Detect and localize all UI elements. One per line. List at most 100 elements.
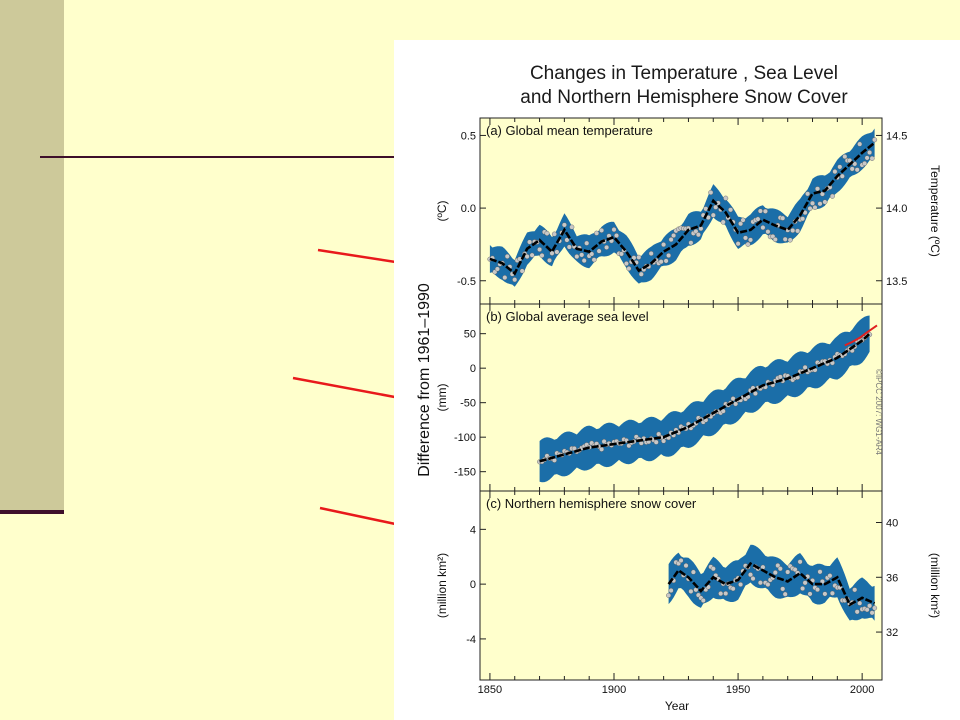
data-point (857, 600, 863, 606)
data-point (703, 206, 709, 212)
y-tick-label: -100 (454, 432, 476, 444)
right-y-tick-label: 36 (886, 572, 898, 584)
data-point (864, 607, 870, 613)
shared-y-axis-label: Difference from 1961–1990 (416, 283, 433, 477)
data-point (591, 257, 597, 263)
y-tick-label: 50 (464, 329, 476, 341)
observation-points (666, 558, 878, 616)
satellite-series-line (844, 324, 878, 347)
data-point (537, 246, 543, 252)
x-tick-label: 1850 (478, 684, 502, 696)
ipcc-figure: Changes in Temperature , Sea Level and N… (394, 40, 960, 720)
data-point (822, 199, 828, 205)
data-point (730, 586, 736, 592)
data-point (800, 586, 806, 592)
data-point (529, 252, 535, 258)
data-point (569, 224, 575, 230)
panel-y-label-left: (mm) (435, 384, 449, 412)
data-point (718, 591, 724, 597)
data-point (661, 438, 667, 444)
data-point (544, 230, 550, 236)
y-tick-label: -50 (460, 398, 476, 410)
data-point (693, 228, 699, 234)
data-point (849, 166, 855, 172)
data-point (745, 241, 751, 247)
data-point (613, 233, 619, 239)
data-point (596, 248, 602, 254)
data-point (623, 261, 629, 267)
data-point (743, 235, 749, 241)
data-point (757, 208, 763, 214)
data-point (785, 569, 791, 575)
data-point (797, 559, 803, 565)
panel-y-label-right: (million km²) (928, 553, 942, 618)
panel-frame (479, 117, 883, 305)
data-point (720, 219, 726, 225)
uncertainty-band (668, 544, 875, 621)
data-point (854, 167, 860, 173)
data-point (512, 277, 518, 283)
data-point (599, 446, 605, 452)
data-point (842, 154, 848, 160)
data-point (827, 573, 833, 579)
sidebar-bottom-line (0, 510, 64, 514)
smoothed-series-line (539, 332, 871, 463)
data-point (752, 391, 758, 397)
data-point (802, 580, 808, 586)
data-point (790, 227, 796, 233)
data-point (819, 579, 825, 585)
data-point (852, 587, 858, 593)
y-tick-label: 0 (470, 579, 476, 591)
data-point (546, 257, 552, 263)
data-point (872, 137, 878, 143)
data-point (671, 232, 677, 238)
data-point (802, 364, 808, 370)
right-y-tick-label: 14.5 (886, 130, 907, 142)
data-point (795, 228, 801, 234)
data-point (581, 258, 587, 264)
data-point (594, 230, 600, 236)
data-point (748, 572, 754, 578)
uncertainty-band (489, 128, 875, 287)
data-point (757, 580, 763, 586)
data-point (817, 569, 823, 575)
data-point (554, 249, 560, 255)
data-point (693, 587, 699, 593)
data-point (524, 253, 530, 259)
right-y-tick-label: 14.0 (886, 203, 907, 215)
y-tick-label: 4 (470, 524, 476, 536)
data-point (812, 204, 818, 210)
data-point (723, 591, 729, 597)
data-point (589, 251, 595, 257)
data-point (723, 195, 729, 201)
data-point (780, 586, 786, 592)
data-point (857, 141, 863, 147)
data-point (668, 237, 674, 243)
panel-y-label-left: (million km²) (435, 553, 449, 618)
data-point (762, 208, 768, 214)
data-point (872, 605, 878, 611)
data-point (638, 271, 644, 277)
data-point (653, 439, 659, 445)
y-tick-label: 0 (470, 363, 476, 375)
data-point (564, 237, 570, 243)
copyright-note: ©IPCC 2007: WG1-AR4 (874, 369, 883, 455)
data-point (867, 603, 873, 609)
data-point (666, 592, 672, 598)
data-point (864, 155, 870, 161)
panel-y-label-right: Temperature (ºC) (928, 165, 942, 257)
data-point (519, 268, 525, 274)
panel-title: (c) Northern hemisphere snow cover (486, 496, 697, 511)
panel-title: (b) Global average sea level (486, 309, 649, 324)
data-point (839, 173, 845, 179)
data-point (713, 204, 719, 210)
data-point (690, 569, 696, 575)
y-tick-label: -0.5 (457, 276, 476, 288)
data-point (772, 570, 778, 576)
data-point (626, 266, 632, 272)
data-point (574, 254, 580, 260)
panel-y-label-left: (ºC) (435, 200, 449, 221)
data-point (817, 201, 823, 207)
data-point (787, 237, 793, 243)
